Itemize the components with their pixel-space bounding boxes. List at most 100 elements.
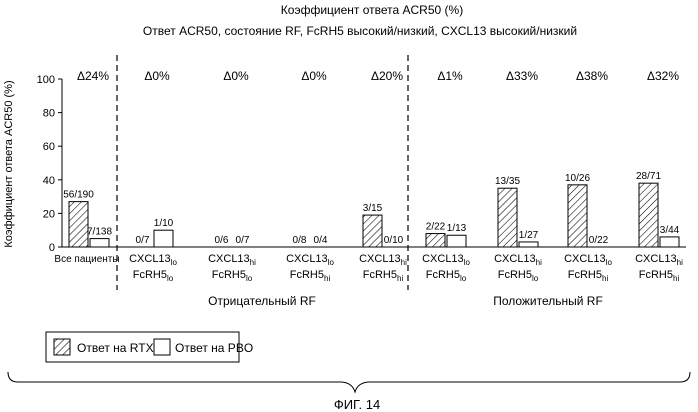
bar-label-pbo: 0/4 (314, 235, 328, 246)
cxcl-name: CXCL13 (208, 253, 250, 265)
y-tick-label: 40 (43, 175, 55, 187)
delta-label: Δ38% (576, 69, 608, 83)
y-tick-label: 60 (43, 141, 55, 153)
fcrh-level: hi (602, 274, 608, 283)
bar-label-pbo: 3/44 (660, 225, 680, 236)
bar-rtx (68, 201, 89, 248)
delta-label: Δ0% (301, 69, 327, 83)
delta-label: Δ0% (223, 69, 249, 83)
x-category-cxcl-label: CXCL13lo (129, 253, 177, 267)
bar-rtx (567, 184, 588, 248)
bar-label-rtx: 0/6 (215, 235, 229, 246)
bar-label-rtx: 56/190 (63, 190, 94, 201)
cxcl-name: CXCL13 (635, 253, 677, 265)
bar-label-pbo: 1/13 (447, 223, 467, 234)
x-category-fcrh-label: FcRH5hi (363, 269, 404, 283)
delta-label: Δ0% (144, 69, 170, 83)
bar-label-pbo: 0/10 (384, 235, 404, 246)
fcrh-name: FcRH5 (568, 269, 602, 281)
bar-rtx (425, 233, 446, 248)
cxcl-level: hi (250, 258, 256, 267)
bar-pbo (89, 238, 110, 248)
bar-label-pbo: 1/10 (154, 218, 174, 229)
bar-pbo (446, 234, 467, 248)
x-category-cxcl-label: CXCL13hi (635, 253, 683, 267)
fcrh-name: FcRH5 (426, 269, 460, 281)
bar-label-pbo: 0/7 (236, 235, 250, 246)
fcrh-name: FcRH5 (639, 269, 673, 281)
bar-pbo (659, 236, 680, 248)
x-category-fcrh-label: FcRH5hi (639, 269, 680, 283)
fcrh-level: hi (673, 274, 679, 283)
legend-label-pbo: Ответ на PBO (175, 341, 253, 355)
cxcl-name: CXCL13 (422, 253, 464, 265)
bar-label-rtx: 3/15 (363, 203, 383, 214)
y-tick-label: 100 (37, 74, 55, 86)
cxcl-level: lo (171, 258, 178, 267)
x-category-fcrh-label: FcRH5lo (426, 269, 467, 283)
fcrh-level: hi (397, 274, 403, 283)
cxcl-level: lo (606, 258, 613, 267)
cxcl-name: CXCL13 (564, 253, 606, 265)
chart-title: Коэффициент ответа ACR50 (%) (281, 3, 463, 17)
section-label-rf-positive: Положительный RF (493, 294, 603, 308)
x-category-cxcl-label: CXCL13hi (494, 253, 542, 267)
bar-label-pbo: 1/27 (519, 230, 539, 241)
x-category-fcrh-label: FcRH5hi (290, 269, 331, 283)
fcrh-level: lo (246, 274, 253, 283)
fcrh-name: FcRH5 (212, 269, 246, 281)
legend-box (45, 331, 240, 363)
figure-brace (7, 371, 691, 394)
y-axis-label: Коэффициент ответа ACR50 (%) (3, 80, 15, 247)
cxcl-level: lo (328, 258, 335, 267)
cxcl-name: CXCL13 (286, 253, 328, 265)
x-category-cxcl-label: CXCL13hi (359, 253, 407, 267)
x-category-cxcl-label: CXCL13hi (208, 253, 256, 267)
bar-label-rtx: 0/8 (293, 235, 307, 246)
fcrh-level: hi (324, 274, 330, 283)
legend-swatch-rtx (53, 338, 71, 356)
bar-pbo (153, 229, 174, 248)
fcrh-name: FcRH5 (133, 269, 167, 281)
section-label-rf-negative: Отрицательный RF (208, 294, 316, 308)
chart-subtitle: Ответ ACR50, состояние RF, FcRH5 высокий… (143, 24, 577, 38)
x-category-label: Все пациенты (54, 254, 119, 265)
x-category-fcrh-label: FcRH5hi (568, 269, 609, 283)
y-tick-label: 20 (43, 208, 55, 220)
bar-label-rtx: 2/22 (426, 222, 446, 233)
cxcl-name: CXCL13 (359, 253, 401, 265)
bar-label-rtx: 10/26 (565, 173, 590, 184)
delta-label: Δ24% (77, 69, 109, 83)
fcrh-name: FcRH5 (363, 269, 397, 281)
fcrh-name: FcRH5 (498, 269, 532, 281)
delta-label: Δ20% (371, 69, 403, 83)
x-category-cxcl-label: CXCL13lo (286, 253, 334, 267)
x-category-cxcl-label: CXCL13lo (422, 253, 470, 267)
bar-label-pbo: 0/22 (589, 235, 609, 246)
x-category-cxcl-label: CXCL13lo (564, 253, 612, 267)
delta-label: Δ33% (506, 69, 538, 83)
fcrh-name: FcRH5 (290, 269, 324, 281)
x-category-fcrh-label: FcRH5lo (133, 269, 174, 283)
bar-pbo (518, 241, 539, 248)
cxcl-name: CXCL13 (129, 253, 171, 265)
legend-swatch-pbo (153, 338, 171, 356)
fcrh-level: lo (167, 274, 174, 283)
cxcl-level: lo (464, 258, 471, 267)
cxcl-level: hi (677, 258, 683, 267)
x-category-fcrh-label: FcRH5lo (498, 269, 539, 283)
figure-caption: ФИГ. 14 (334, 397, 380, 412)
delta-label: Δ32% (647, 69, 679, 83)
bar-rtx (497, 187, 518, 248)
fcrh-level: lo (532, 274, 539, 283)
legend-label-rtx: Ответ на RTX (77, 341, 154, 355)
bar-label-pbo: 7/138 (87, 227, 112, 238)
bar-label-rtx: 28/71 (636, 171, 661, 182)
bar-label-rtx: 13/35 (495, 176, 520, 187)
bar-rtx (362, 214, 383, 248)
fcrh-level: lo (460, 274, 467, 283)
y-tick-label: 0 (49, 242, 55, 254)
cxcl-name: CXCL13 (494, 253, 536, 265)
cxcl-level: hi (536, 258, 542, 267)
